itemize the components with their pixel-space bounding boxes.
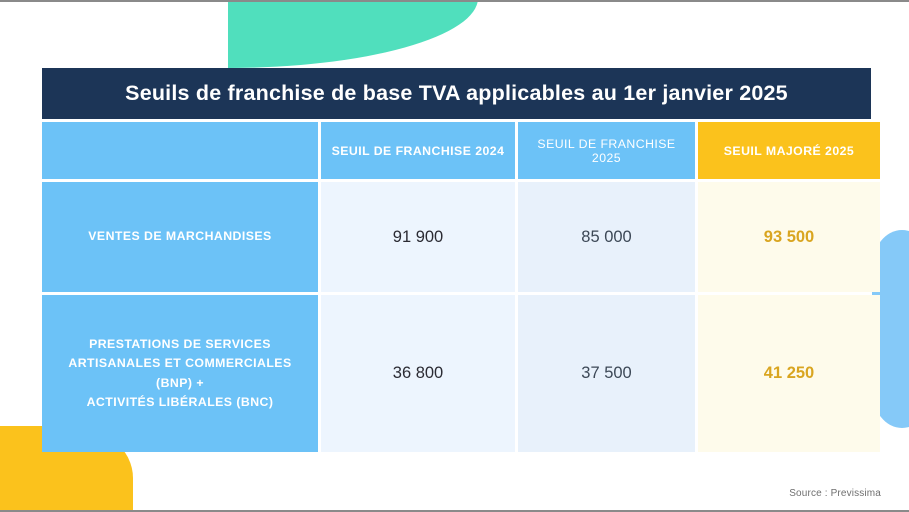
table-cell-ventes-seuil-2024: 91 900	[321, 182, 515, 292]
table-row-label-ventes-de-marchandises: VENTES DE MARCHANDISES	[42, 182, 318, 292]
row-label-line-1: PRESTATIONS DE SERVICES	[89, 337, 271, 352]
table-cell-ventes-seuil-2025: 85 000	[518, 182, 695, 292]
table-title-bar: Seuils de franchise de base TVA applicab…	[42, 68, 871, 119]
table-grid: SEUIL DE FRANCHISE 2024 SEUIL DE FRANCHI…	[42, 119, 880, 452]
table-cell-prestations-seuil-majore-2025: 41 250	[698, 295, 880, 452]
vat-threshold-table: Seuils de franchise de base TVA applicab…	[42, 68, 880, 452]
row-label-line-3: ACTIVITÉS LIBÉRALES (BNC)	[86, 394, 274, 409]
decorative-teal-shape	[228, 2, 478, 68]
table-header-corner-blank	[42, 122, 318, 179]
table-row-label-prestations-de-services: PRESTATIONS DE SERVICES ARTISANALES ET C…	[42, 295, 318, 452]
table-header-seuil-2024: SEUIL DE FRANCHISE 2024	[321, 122, 515, 179]
row-label-line-2: ARTISANALES ET COMMERCIALES (BNP) +	[68, 356, 292, 390]
table-cell-prestations-seuil-2025: 37 500	[518, 295, 695, 452]
table-cell-prestations-seuil-2024: 36 800	[321, 295, 515, 452]
page-title: Seuils de franchise de base TVA applicab…	[125, 81, 788, 105]
table-header-seuil-majore-2025: SEUIL MAJORÉ 2025	[698, 122, 880, 179]
table-cell-ventes-seuil-majore-2025: 93 500	[698, 182, 880, 292]
source-credit: Source : Previssima	[789, 488, 881, 499]
table-header-seuil-2025: SEUIL DE FRANCHISE 2025	[518, 122, 695, 179]
